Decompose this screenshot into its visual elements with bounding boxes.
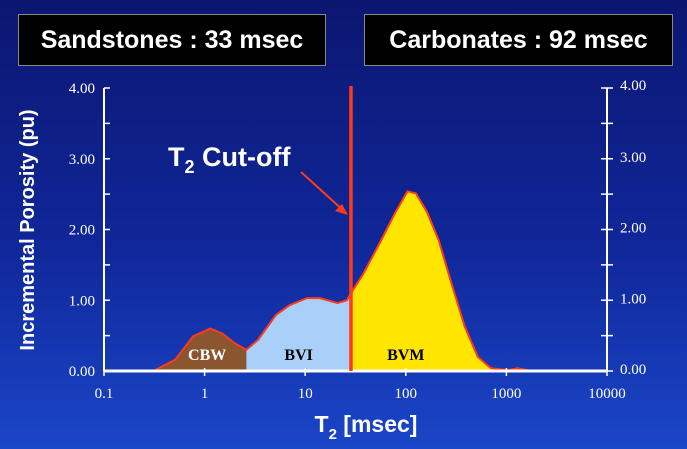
x-axis-label: T2 [msec] xyxy=(315,411,418,443)
x-tick-label: 0.1 xyxy=(95,386,114,402)
y-tick-label-left: 3.00 xyxy=(69,152,95,168)
y-tick-label-right: 0.00 xyxy=(620,362,646,378)
x-tick-label: 10 xyxy=(298,386,313,402)
y-tick-label-left: 2.00 xyxy=(69,223,95,239)
y-tick-label-right: 4.00 xyxy=(620,78,646,94)
cutoff-arrowhead xyxy=(335,204,348,215)
y-tick-label-left: 4.00 xyxy=(69,81,95,97)
y-tick-label-right: 3.00 xyxy=(620,150,646,166)
region-bvi xyxy=(246,293,351,371)
x-tick-label: 100 xyxy=(395,386,418,402)
y-axis-label: Incremental Porosity (pu) xyxy=(17,109,39,350)
t2-cutoff-label: T2 Cut-off xyxy=(168,142,291,177)
y-tick-label-right: 1.00 xyxy=(620,291,646,307)
x-tick-label: 10000 xyxy=(588,386,626,402)
y-tick-label-left: 0.00 xyxy=(69,364,95,380)
region-label-bvm: BVM xyxy=(387,347,424,364)
cutoff-arrow xyxy=(300,171,346,213)
sandstones-header: Sandstones : 33 msec xyxy=(18,14,326,66)
x-tick-label: 1 xyxy=(201,386,209,402)
region-label-bvi: BVI xyxy=(284,347,312,364)
carbonates-header: Carbonates : 92 msec xyxy=(364,14,673,66)
y-tick-label-right: 2.00 xyxy=(620,221,646,237)
region-label-cbw: CBW xyxy=(188,347,226,364)
x-tick-label: 1000 xyxy=(491,386,521,402)
region-bvm xyxy=(350,191,533,371)
y-tick-label-left: 1.00 xyxy=(69,293,95,309)
